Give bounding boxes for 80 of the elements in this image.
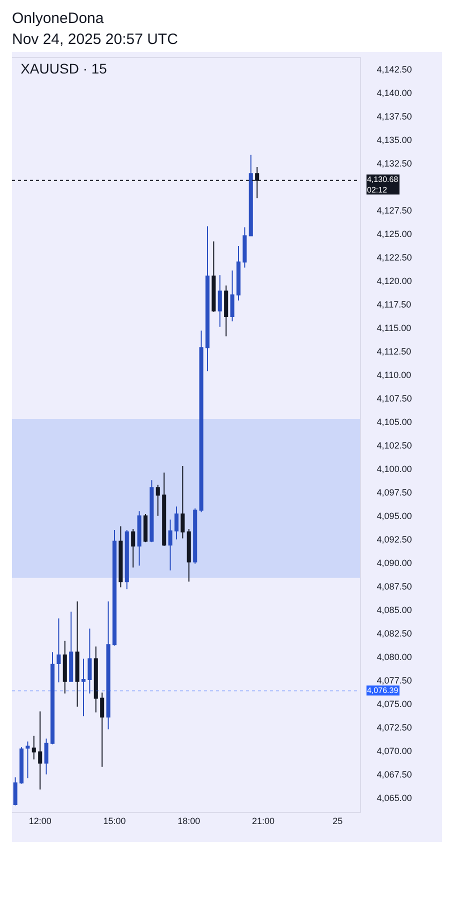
text: Nov 24, 2025 20:57 UTC bbox=[12, 30, 178, 50]
candlestick bbox=[143, 513, 148, 543]
y-tick-label: 4,077.50 bbox=[376, 676, 412, 686]
candlestick bbox=[199, 330, 204, 513]
candlestick bbox=[38, 710, 42, 790]
candlestick bbox=[218, 274, 222, 328]
candlestick bbox=[26, 740, 30, 779]
y-tick-label: 4,080.00 bbox=[376, 652, 412, 662]
y-tick-label: 4,125.00 bbox=[376, 228, 412, 239]
candlestick bbox=[162, 472, 166, 546]
y-tick-label: 4,067.50 bbox=[376, 770, 412, 780]
y-tick-label: 4,100.00 bbox=[376, 464, 412, 474]
x-tick-label: 25 bbox=[332, 816, 343, 826]
candlestick bbox=[224, 285, 228, 337]
y-tick-label: 4,110.00 bbox=[376, 370, 412, 380]
candlestick bbox=[212, 240, 216, 312]
y-tick-label: 4,135.00 bbox=[376, 134, 412, 145]
y-tick-label: 4,105.00 bbox=[376, 416, 412, 427]
text: OnlyoneDona bbox=[12, 9, 105, 29]
candlestick bbox=[32, 735, 36, 760]
candlestick bbox=[50, 652, 55, 745]
y-tick-label: 4,070.00 bbox=[376, 746, 412, 756]
candlestick bbox=[44, 738, 48, 775]
y-tick-label: 4,107.50 bbox=[376, 393, 412, 404]
candlestick bbox=[174, 506, 179, 540]
candlestick bbox=[248, 154, 253, 236]
ref-line-label: 4,130.68 02:12 bbox=[367, 175, 399, 194]
x-tick-label: 18:00 bbox=[178, 816, 200, 826]
y-tick-label: 4,140.00 bbox=[376, 88, 412, 98]
candlestick bbox=[124, 529, 129, 590]
candlestick bbox=[13, 776, 18, 806]
x-tick-label: 12:00 bbox=[28, 816, 52, 826]
y-tick-label: 4,112.50 bbox=[376, 346, 412, 356]
y-tick-label: 4,132.50 bbox=[376, 158, 412, 168]
candlestick bbox=[236, 246, 241, 302]
y-tick-label: 4,117.50 bbox=[376, 299, 412, 310]
candlestick bbox=[62, 640, 67, 694]
candlestick bbox=[180, 466, 185, 539]
candlestick bbox=[230, 270, 234, 322]
candlestick bbox=[94, 646, 98, 713]
candlestick bbox=[137, 510, 142, 566]
candlestick bbox=[193, 508, 198, 564]
y-tick-label: 4,075.00 bbox=[376, 699, 412, 710]
y-tick-label: 4,092.50 bbox=[376, 534, 412, 545]
y-tick-label: 4,082.50 bbox=[376, 628, 412, 639]
candlestick bbox=[118, 526, 123, 588]
candlestick bbox=[56, 618, 61, 683]
y-tick-label: 4,095.00 bbox=[376, 511, 412, 521]
candlestick bbox=[19, 746, 24, 784]
candlestick bbox=[112, 529, 117, 646]
y-tick-label: 4,085.00 bbox=[376, 605, 412, 616]
y-tick-label: 4,122.50 bbox=[376, 252, 412, 262]
y-tick-label: 4,115.00 bbox=[376, 322, 412, 333]
y-tick-label: 4,087.50 bbox=[376, 582, 412, 592]
y-tick-label: 4,097.50 bbox=[376, 488, 412, 498]
candlestick bbox=[69, 611, 74, 682]
y-tick-label: 4,072.50 bbox=[376, 722, 412, 733]
candlestick bbox=[150, 480, 154, 543]
candlestick bbox=[242, 226, 247, 268]
x-tick-label: 15:00 bbox=[103, 816, 126, 826]
y-tick-label: 4,142.50 bbox=[376, 64, 412, 74]
y-tick-label: 4,137.50 bbox=[376, 111, 412, 122]
candlestick bbox=[186, 528, 191, 582]
candlestick bbox=[168, 519, 172, 571]
candlestick bbox=[81, 658, 86, 717]
candlestick bbox=[156, 484, 160, 516]
y-tick-label: 4,120.00 bbox=[376, 276, 412, 286]
candlestick bbox=[131, 528, 136, 568]
candlestick bbox=[100, 692, 104, 768]
candlestick bbox=[205, 226, 210, 372]
y-tick-label: 4,102.50 bbox=[376, 440, 412, 450]
candlestick bbox=[75, 600, 80, 708]
candlestick bbox=[106, 600, 110, 730]
y-tick-label: 4,090.00 bbox=[376, 558, 412, 568]
y-tick-label: 4,127.50 bbox=[376, 205, 412, 216]
chart-title: XAUUSD · 15 bbox=[20, 60, 108, 77]
y-tick-label: 4,065.00 bbox=[376, 793, 412, 804]
x-tick-label: 21:00 bbox=[252, 816, 275, 826]
ref-line-label: 4,076.39 bbox=[367, 686, 399, 695]
candlestick bbox=[88, 628, 92, 694]
